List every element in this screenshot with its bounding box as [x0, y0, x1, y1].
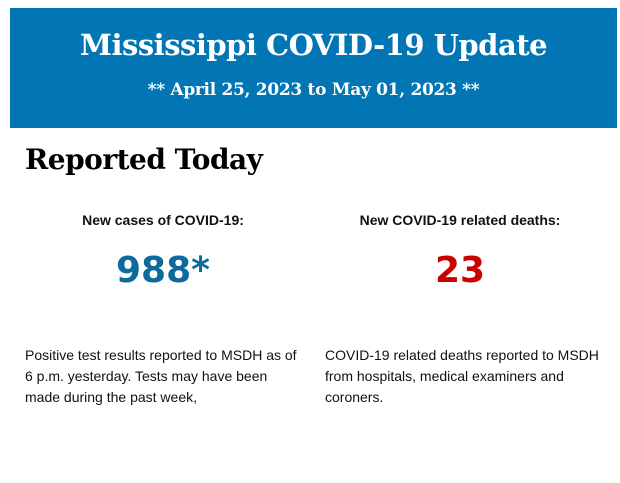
deaths-panel: New COVID-19 related deaths: 23	[315, 212, 605, 291]
header-banner: Mississippi COVID-19 Update ** April 25,…	[10, 8, 617, 128]
cases-label: New cases of COVID-19:	[82, 212, 244, 228]
cases-value: 988*	[116, 250, 210, 291]
deaths-label: New COVID-19 related deaths:	[359, 212, 561, 228]
section-title: Reported Today	[25, 143, 263, 176]
cases-description: Positive test results reported to MSDH a…	[25, 347, 297, 405]
page-title: Mississippi COVID-19 Update	[79, 28, 548, 62]
date-range: ** April 25, 2023 to May 01, 2023 **	[147, 80, 480, 100]
deaths-description: COVID-19 related deaths reported to MSDH…	[325, 347, 599, 405]
cases-panel: New cases of COVID-19: 988*	[18, 212, 308, 291]
deaths-value: 23	[434, 250, 486, 291]
